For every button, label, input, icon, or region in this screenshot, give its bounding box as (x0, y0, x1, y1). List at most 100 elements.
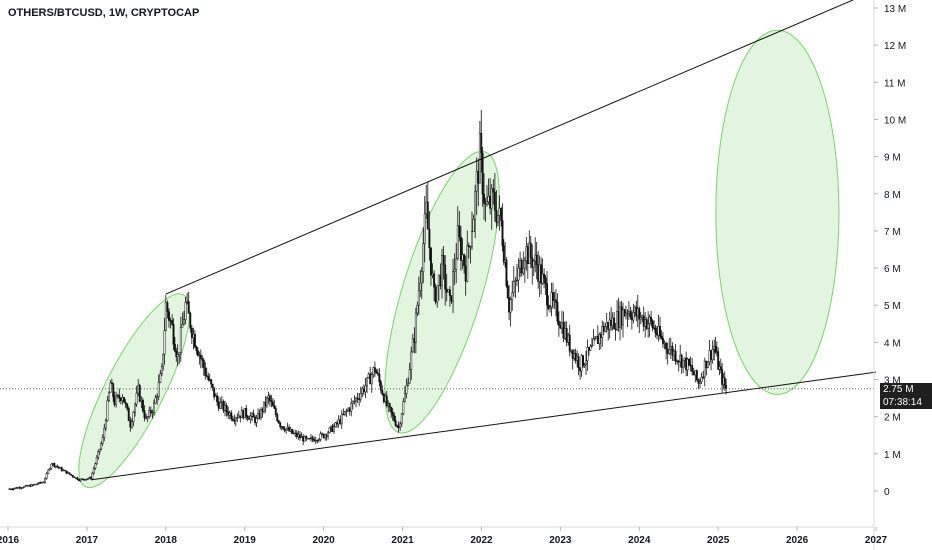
candle-body-161 (251, 413, 254, 417)
candle-body-456 (699, 381, 701, 384)
candle-body-305 (472, 218, 475, 232)
candle-body-132 (207, 376, 210, 380)
candle-body-191 (295, 432, 298, 437)
candle-body-68 (109, 382, 112, 393)
candle-body-125 (196, 350, 199, 356)
candle-body-69 (110, 382, 113, 385)
candle-body-40 (67, 472, 69, 474)
candle-body-63 (101, 437, 104, 444)
candle-body-78 (124, 401, 127, 405)
candle-body-382 (588, 347, 590, 351)
candle-body-261 (403, 393, 406, 402)
candle-body-42 (70, 474, 73, 476)
candle-body-313 (484, 202, 487, 205)
candle-body-385 (592, 338, 595, 346)
candle-body-207 (321, 433, 324, 435)
candle-body-227 (351, 401, 354, 404)
candle-body-178 (276, 414, 279, 421)
candle-body-162 (252, 413, 255, 418)
candle-body-342 (528, 242, 531, 264)
candle-body-114 (179, 327, 182, 353)
candle-body-329 (508, 297, 511, 313)
candle-body-29 (50, 463, 53, 469)
candle-body-447 (685, 357, 688, 371)
candle-body-328 (506, 285, 509, 299)
candle-body-98 (156, 396, 159, 398)
candle-body-44 (73, 476, 76, 478)
candle-body-457 (700, 376, 703, 383)
candle-body-458 (702, 376, 705, 379)
candle-body-396 (608, 319, 611, 330)
candle-body-319 (493, 191, 496, 211)
candle-body-159 (248, 418, 251, 420)
y-tick-label-8: 8 M (884, 190, 901, 201)
candle-body-211 (327, 432, 330, 437)
candle-body-56 (91, 472, 94, 479)
candle-body-97 (154, 397, 157, 404)
candle-body-35 (59, 467, 62, 469)
candle-body-183 (283, 428, 286, 431)
candle-body-361 (556, 302, 559, 322)
trendline-2 (90, 371, 877, 481)
time-axis: 2016 2017 2018 2019 2020 2021 2022 2023 2024 2025… (0, 527, 888, 546)
candle-body-8 (18, 487, 21, 489)
candle-body-455 (697, 379, 700, 384)
candle-body-244 (378, 373, 381, 383)
trendline-1 (165, 0, 855, 295)
candle-body-16 (30, 484, 33, 487)
x-tick-label-2021: 2021 (391, 535, 414, 546)
y-tick-label-5: 5 M (884, 301, 901, 312)
candle-body-238 (369, 373, 372, 385)
candle-body-160 (249, 415, 252, 420)
candle-body-371 (571, 349, 574, 359)
candle-body-89 (141, 399, 144, 411)
candle-body-395 (607, 322, 610, 330)
candle-body-228 (353, 400, 356, 403)
candle-body-248 (384, 395, 387, 402)
candle-body-415 (636, 308, 639, 317)
candle-body-212 (328, 427, 331, 434)
candle-body-314 (486, 201, 488, 205)
candle-body-222 (343, 411, 346, 415)
candle-body-1 (8, 488, 11, 490)
candle-body-338 (522, 267, 525, 274)
candle-body-263 (407, 382, 410, 386)
candle-body-345 (532, 260, 535, 268)
candle-body-133 (208, 379, 211, 381)
candle-body-407 (625, 312, 627, 317)
candle-body-53 (86, 478, 89, 480)
candle-body-33 (56, 465, 59, 468)
candle-body-106 (168, 311, 170, 321)
candle-body-253 (391, 412, 394, 416)
candle-body-112 (176, 354, 179, 358)
candle-body-203 (314, 440, 317, 442)
highlight-ellipse-1 (78, 293, 191, 489)
candle-body-273 (422, 243, 425, 273)
candle-body-226 (350, 403, 353, 412)
x-tick-label-2026: 2026 (786, 535, 809, 546)
candle-body-138 (216, 395, 219, 403)
candle-body-353 (544, 277, 547, 284)
candle-body-50 (82, 478, 85, 481)
candle-body-76 (121, 397, 124, 401)
candle-body-180 (279, 422, 282, 428)
candle-body-182 (282, 426, 285, 430)
candle-body-12 (24, 485, 27, 487)
candle-body-349 (538, 264, 541, 282)
candle-body-208 (322, 433, 325, 439)
candle-body-174 (270, 400, 273, 403)
candle-body-470 (719, 366, 722, 370)
candle-body-444 (680, 355, 683, 368)
candle-body-237 (367, 373, 370, 378)
candle-body-285 (441, 255, 443, 287)
candle-body-347 (535, 254, 538, 266)
candle-body-231 (358, 398, 361, 401)
candle-body-80 (127, 408, 130, 421)
candle-body-241 (373, 367, 376, 372)
candle-body-95 (151, 411, 154, 414)
candle-body-57 (92, 468, 95, 474)
candle-body-337 (520, 259, 523, 274)
candle-body-229 (355, 397, 357, 402)
candle-body-391 (601, 326, 604, 338)
